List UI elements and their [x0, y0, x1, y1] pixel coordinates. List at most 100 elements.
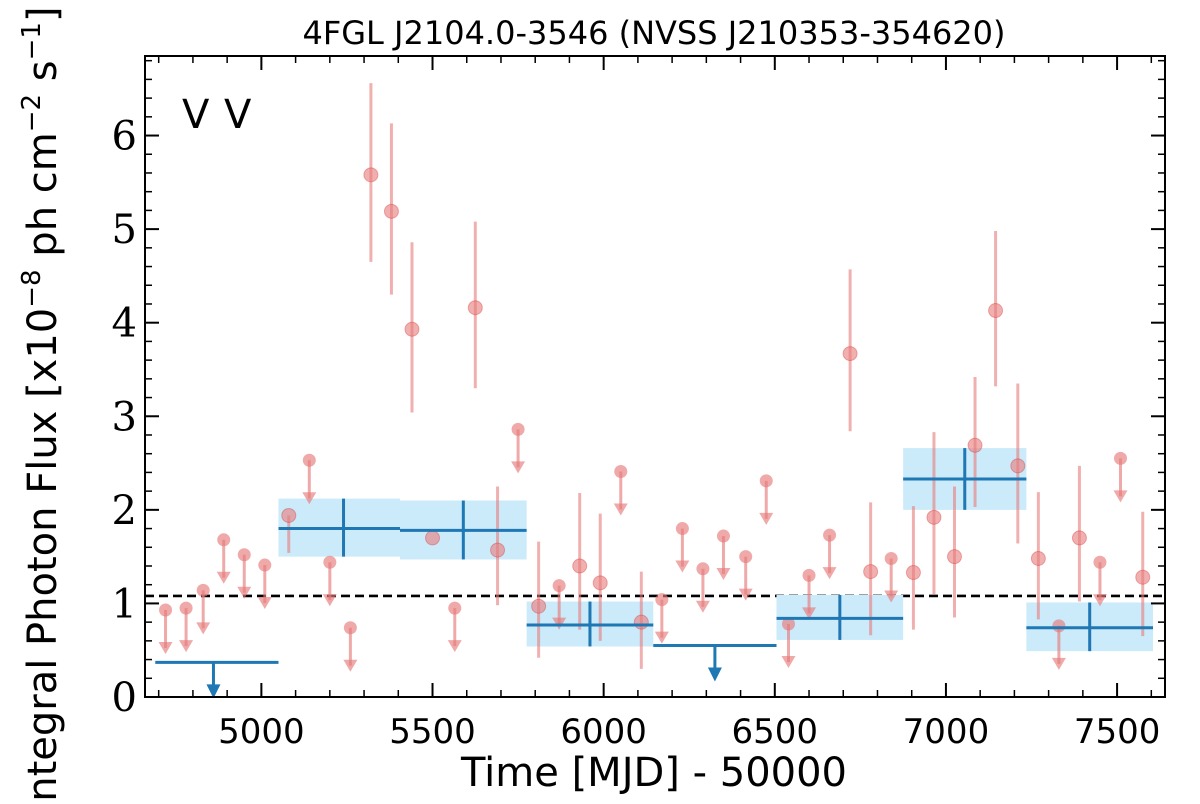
red-upper-limit-arrow	[343, 659, 358, 672]
x-tick-label: 7000	[903, 712, 990, 752]
red-point-14	[926, 432, 942, 595]
legend-entry-blue: V	[182, 92, 210, 138]
red-point-1	[363, 83, 379, 262]
red-upper-limit-2	[196, 583, 211, 635]
red-upper-limit-marker	[343, 621, 357, 635]
red-point-18	[1010, 383, 1026, 544]
red-point-6	[490, 486, 506, 606]
red-point-21	[1135, 511, 1151, 637]
red-point-10	[633, 571, 649, 669]
red-upper-limit-14	[675, 522, 690, 573]
red-upper-limit-marker	[448, 601, 462, 615]
red-upper-limit-4	[237, 548, 252, 599]
red-upper-limit-24	[1092, 555, 1107, 607]
red-upper-limit-marker	[237, 548, 251, 562]
plot-frame	[144, 55, 1166, 698]
red-upper-limit-arrow	[237, 586, 252, 599]
x-tick-label: 7500	[1074, 712, 1161, 752]
red-upper-limit-arrow	[675, 560, 690, 573]
x-tick-label: 6500	[732, 712, 819, 752]
red-upper-limit-marker	[1114, 451, 1128, 465]
red-upper-limit-arrow	[322, 594, 337, 607]
y-tick-label: 2	[112, 488, 137, 534]
y-tick-label: 0	[112, 675, 137, 721]
blue-bin-5	[1026, 602, 1154, 652]
red-upper-limit-5	[257, 558, 272, 610]
red-upper-limit-marker	[781, 617, 795, 631]
x-tick-label: 5500	[389, 712, 476, 752]
red-upper-limit-marker	[323, 555, 337, 569]
red-upper-limit-17	[738, 550, 753, 601]
blue-upper-limit-arrow	[206, 684, 221, 699]
y-axis-label-text: ]	[20, 6, 66, 22]
data-layer	[155, 83, 1154, 699]
red-upper-limit-marker	[511, 422, 525, 436]
red-point-13	[905, 506, 921, 630]
red-upper-limit-marker	[217, 533, 231, 547]
red-upper-limit-marker	[884, 552, 898, 566]
red-upper-limit-marker	[823, 528, 837, 542]
red-point-marker	[1030, 551, 1046, 567]
red-upper-limit-marker	[1093, 555, 1107, 569]
red-upper-limit-marker	[179, 601, 193, 615]
red-point-5	[467, 221, 483, 389]
red-upper-limit-6	[302, 453, 317, 505]
red-upper-limit-19	[781, 617, 796, 669]
red-upper-limit-marker	[552, 579, 566, 593]
y-axis-label-text: s	[20, 60, 66, 94]
ticks-layer: 5000 5500 6000 6500 7000 7500 0 1 2 3 4 5 6	[112, 56, 1165, 752]
red-point-20	[1071, 465, 1087, 602]
red-upper-limit-marker	[159, 603, 173, 617]
x-tick-label: 5000	[218, 712, 305, 752]
red-upper-limit-arrow	[716, 568, 731, 581]
red-upper-limit-9	[447, 601, 462, 653]
red-upper-limit-arrow	[654, 631, 669, 644]
red-point-marker	[863, 564, 879, 580]
red-upper-limit-arrow	[781, 656, 796, 669]
y-axis-label: Integral Photon Flux [x10−8 ph cm−2 s−1]	[17, 6, 66, 800]
red-point-marker	[905, 565, 921, 581]
red-upper-limit-13	[654, 593, 669, 644]
blue-bin-0	[278, 498, 400, 557]
red-upper-limit-arrow	[447, 640, 462, 653]
x-tick-label: 6000	[560, 712, 647, 752]
red-upper-limit-arrow	[884, 590, 899, 603]
red-upper-limit-1	[179, 601, 194, 653]
red-upper-limit-marker	[675, 522, 689, 536]
red-upper-limit-marker	[614, 464, 628, 478]
red-point-marker	[842, 346, 858, 362]
red-point-16	[967, 376, 983, 508]
red-point-marker	[281, 507, 297, 523]
y-axis-label-exponent: −1	[17, 22, 47, 60]
x-axis-label: Time [MJD] - 50000	[460, 750, 847, 796]
blue-upper-limit-1	[653, 644, 777, 682]
y-tick-label: 4	[112, 301, 137, 347]
red-upper-limit-15	[695, 562, 710, 613]
red-point-3	[404, 242, 420, 413]
red-upper-limit-0	[158, 603, 173, 654]
red-upper-limit-marker	[655, 593, 669, 607]
legend-entry-red: V	[224, 92, 252, 138]
red-upper-limit-marker	[258, 558, 272, 572]
red-upper-limit-25	[1113, 451, 1128, 503]
red-upper-limit-marker	[1052, 619, 1066, 633]
y-tick-label: 5	[112, 207, 137, 253]
red-upper-limit-arrow	[1113, 490, 1128, 503]
red-upper-limit-arrow	[759, 512, 774, 525]
red-upper-limit-22	[884, 552, 899, 603]
red-point-19	[1030, 492, 1046, 620]
red-upper-limit-marker	[739, 550, 753, 564]
red-point-marker	[531, 598, 547, 614]
red-upper-limit-arrow	[802, 607, 817, 620]
red-upper-limit-marker	[302, 453, 316, 467]
blue-bin-1	[400, 500, 527, 560]
red-upper-limit-arrow	[1051, 657, 1066, 670]
red-upper-limit-18	[759, 474, 774, 525]
red-upper-limit-20	[802, 568, 817, 620]
red-point-marker	[926, 509, 942, 525]
red-upper-limit-marker	[696, 562, 710, 576]
red-upper-limit-3	[216, 533, 231, 584]
red-point-marker	[1010, 458, 1026, 474]
